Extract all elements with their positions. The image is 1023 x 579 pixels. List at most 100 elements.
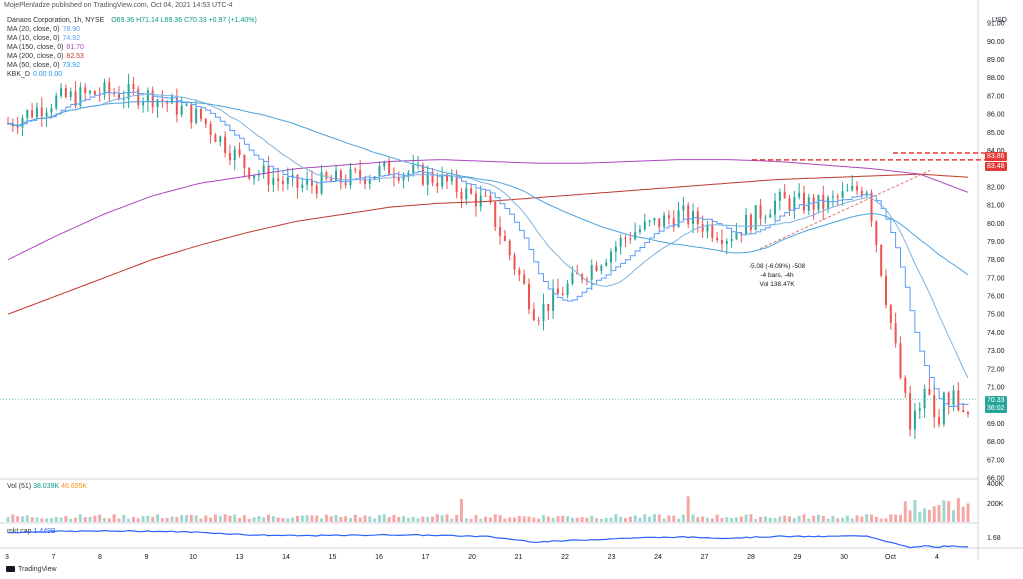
- candle-body: [899, 343, 902, 378]
- volume-bar: [585, 517, 589, 522]
- ma10-line: [8, 91, 969, 407]
- candle-body: [967, 412, 969, 415]
- trend-line: [759, 170, 931, 250]
- volume-bar: [180, 514, 184, 522]
- volume-bar: [879, 518, 883, 522]
- ma150-line: [7, 159, 969, 261]
- volume-bar: [952, 510, 956, 522]
- volume-bar: [913, 499, 917, 522]
- candle-body: [532, 309, 535, 321]
- candle-body: [687, 205, 690, 224]
- volume-bar: [633, 515, 637, 522]
- candle-body: [325, 172, 328, 179]
- indicator-row[interactable]: MA (20, close, 0) 78.90: [7, 25, 257, 34]
- indicator-row[interactable]: MA (150, close, 0) 81.70: [7, 43, 257, 52]
- candle-body: [344, 182, 347, 186]
- symbol-row[interactable]: Danaos Corporation, 1h, NYSE O69.36 H71.…: [7, 16, 257, 25]
- volume-bar: [291, 517, 295, 522]
- time-tick-label: 3: [5, 554, 9, 561]
- volume-bar: [334, 515, 338, 522]
- time-tick-label: 9: [145, 554, 149, 561]
- candle-body: [248, 167, 251, 179]
- candle-body: [339, 170, 342, 183]
- volume-bar: [826, 518, 830, 522]
- volume-bar: [406, 517, 410, 522]
- volume-bar: [763, 516, 767, 522]
- candle-body: [962, 410, 965, 413]
- volume-bar: [194, 515, 198, 522]
- volume-bar: [898, 514, 902, 522]
- volume-bar: [681, 514, 685, 522]
- volume-legend[interactable]: Vol (51) 38.039K 46.695K: [7, 483, 87, 490]
- volume-bar: [426, 516, 430, 522]
- candle-body: [489, 195, 492, 203]
- indicator-row[interactable]: MA (10, close, 0) 74.92: [7, 34, 257, 43]
- volume-bar: [797, 515, 801, 522]
- candle-body: [243, 154, 246, 168]
- candle-body: [412, 165, 415, 173]
- volume-bar: [860, 516, 864, 522]
- candle-body: [585, 279, 588, 281]
- candle-body: [335, 170, 338, 181]
- volume-bar: [247, 518, 251, 522]
- volume-bar: [816, 514, 820, 522]
- candle-body: [199, 108, 202, 119]
- volume-label: Vol (51): [7, 483, 32, 490]
- price-tick-label: 68.00: [987, 439, 1005, 446]
- candle-body: [499, 227, 502, 236]
- volume-bar: [932, 506, 936, 522]
- volume-bar: [368, 516, 372, 522]
- indicator-row[interactable]: MA (200, close, 0) 82.53: [7, 52, 257, 61]
- candle-body: [93, 91, 96, 95]
- volume-bar: [556, 516, 560, 522]
- candle-body: [238, 149, 241, 155]
- volume-tick-label: 400K: [987, 481, 1004, 488]
- volume-bar: [156, 514, 160, 522]
- volume-bar: [102, 517, 106, 522]
- candle-body: [933, 395, 936, 418]
- brand-label: TradingView: [18, 566, 57, 573]
- volume-bar: [479, 518, 483, 522]
- candle-body: [942, 392, 945, 425]
- price-tick-label: 67.00: [987, 457, 1005, 464]
- candle-body: [923, 388, 926, 409]
- volume-bar: [599, 518, 603, 522]
- volume-value-1: 38.039K: [33, 483, 60, 490]
- candle-body: [663, 215, 666, 227]
- candle-body: [103, 82, 106, 95]
- candle-body: [122, 98, 125, 100]
- volume-bar: [170, 516, 174, 522]
- volume-bar: [339, 516, 343, 522]
- candle-body: [21, 117, 24, 128]
- published-line: MojePlenladze published on TradingView.c…: [4, 2, 233, 9]
- volume-bar: [493, 514, 497, 522]
- candle-body: [769, 214, 772, 218]
- candle-body: [798, 192, 801, 198]
- volume-bar: [541, 515, 545, 522]
- candle-body: [474, 193, 477, 207]
- volume-bar: [850, 518, 854, 522]
- candle-body: [648, 220, 651, 222]
- candle-body: [749, 214, 752, 231]
- volume-bar: [754, 518, 758, 522]
- candle-body: [880, 244, 883, 276]
- indicator-value: 78.90: [62, 26, 81, 33]
- candle-body: [841, 191, 844, 198]
- indicator-row[interactable]: MA (50, close, 0) 73.92: [7, 61, 257, 70]
- candle-body: [629, 238, 632, 240]
- candle-body: [383, 161, 386, 167]
- candle-body: [716, 237, 719, 240]
- volume-bar: [503, 518, 507, 522]
- volume-bar: [749, 514, 753, 522]
- candle-body: [228, 152, 231, 161]
- candle-body: [161, 99, 164, 102]
- volume-bar: [730, 518, 734, 522]
- candle-body: [407, 172, 410, 175]
- candle-body: [108, 82, 111, 93]
- candle-body: [638, 229, 641, 233]
- volume-bar: [903, 501, 907, 522]
- indicator-row[interactable]: KBK_D 0.00 0.00: [7, 70, 257, 79]
- tradingview-logo[interactable]: TradingView: [6, 566, 57, 573]
- volume-bar: [295, 515, 299, 522]
